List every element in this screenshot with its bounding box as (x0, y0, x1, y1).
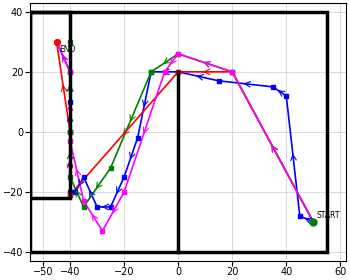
Text: START: START (316, 211, 340, 220)
Bar (29, 12, 70, 198)
Text: END: END (59, 45, 76, 54)
